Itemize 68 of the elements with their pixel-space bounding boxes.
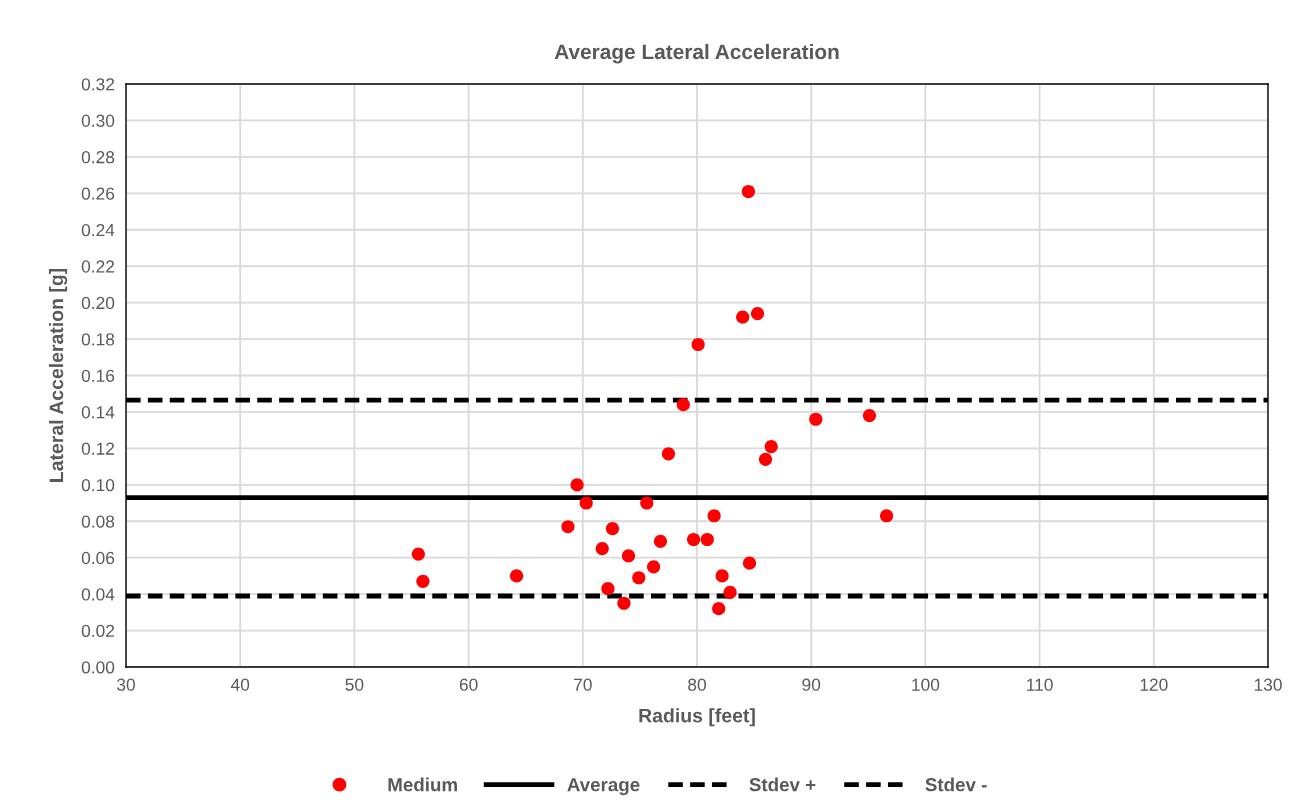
point [579,496,593,510]
y-tick-label: 0.26 [81,187,115,200]
x-tick-label: 90 [802,678,821,691]
y-tick-label: 0.12 [81,442,115,455]
x-tick-label: 70 [574,678,592,691]
y-axis-title: Lateral Acceleration [g] [49,268,68,482]
y-tick-label: 0.02 [81,624,115,638]
legend-label: Average [567,778,640,796]
point [691,337,705,352]
point [605,521,620,536]
y-tick-label: 0.08 [81,515,115,528]
point [879,509,894,523]
point [561,520,575,534]
legend-label: Medium [388,777,457,792]
x-tick-label: 120 [1140,678,1168,691]
point [741,184,755,199]
x-tick-label: 30 [117,678,135,691]
y-tick-label: 0.32 [81,78,115,91]
point [742,556,757,570]
y-tick-label: 0.20 [81,296,115,310]
point [676,398,690,412]
point [758,452,773,466]
y-tick-label: 0.04 [81,588,115,601]
y-tick-label: 0.10 [81,478,115,492]
point [700,532,714,547]
legend-label: Stdev - [925,777,987,792]
y-tick-label: 0.16 [81,369,115,382]
legend-label: Stdev + [749,777,816,792]
x-tick-label: 40 [230,678,250,691]
y-tick-label: 0.24 [81,223,115,237]
y-tick-label: 0.18 [81,333,115,346]
x-tick-label: 100 [912,678,940,691]
point [764,439,778,454]
chart-title: Average Lateral Acceleration [554,43,839,64]
y-tick-label: 0.30 [81,114,115,127]
x-tick-label: 60 [459,678,478,691]
point [411,547,425,561]
point [632,571,646,585]
point [653,534,668,548]
point [509,569,524,583]
point [736,310,750,324]
point [647,560,661,574]
point [750,306,765,321]
point [595,541,609,556]
point [570,478,584,492]
point [723,585,737,599]
x-tick-label: 130 [1254,678,1282,691]
point [621,549,636,563]
point [640,496,654,510]
point [661,447,676,461]
point [809,412,823,426]
x-tick-label: 110 [1027,678,1053,691]
y-tick-label: 0.06 [81,551,115,565]
point [416,574,430,588]
x-tick-label: 80 [688,678,706,691]
y-tick-label: 0.00 [81,661,115,674]
point [862,408,877,423]
x-tick-label: 50 [345,678,364,691]
y-tick-label: 0.14 [81,406,115,419]
point [601,582,615,596]
y-tick-label: 0.22 [81,260,115,273]
x-axis-title: Radius [feet] [639,708,755,727]
point [707,509,721,523]
point [686,532,701,547]
point [617,596,631,610]
point [715,569,729,583]
point [712,602,726,616]
y-tick-label: 0.28 [81,151,115,164]
